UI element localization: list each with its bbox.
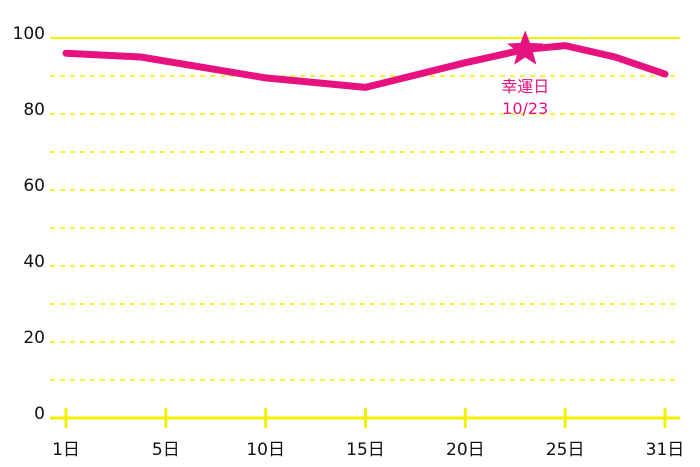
x-tick-label: 25日 <box>546 440 585 460</box>
x-tick-label: 15日 <box>346 440 385 460</box>
data-line <box>62 42 669 91</box>
y-tick-label: 80 <box>23 100 45 120</box>
annotation-label: 幸運日 <box>501 77 549 96</box>
y-tick-label: 60 <box>23 176 45 196</box>
y-tick-label: 100 <box>13 24 45 44</box>
x-tick-label: 20日 <box>446 440 485 460</box>
y-tick-label: 40 <box>23 252 45 272</box>
y-tick-label: 0 <box>34 404 45 424</box>
x-tick-label: 31日 <box>646 440 685 460</box>
y-tick-label: 20 <box>23 328 45 348</box>
annotation-date: 10/23 <box>502 99 548 118</box>
lucky-star <box>507 30 544 65</box>
x-tick-label: 5日 <box>152 440 180 460</box>
x-tick-label: 10日 <box>246 440 285 460</box>
x-tick-label: 1日 <box>52 440 80 460</box>
